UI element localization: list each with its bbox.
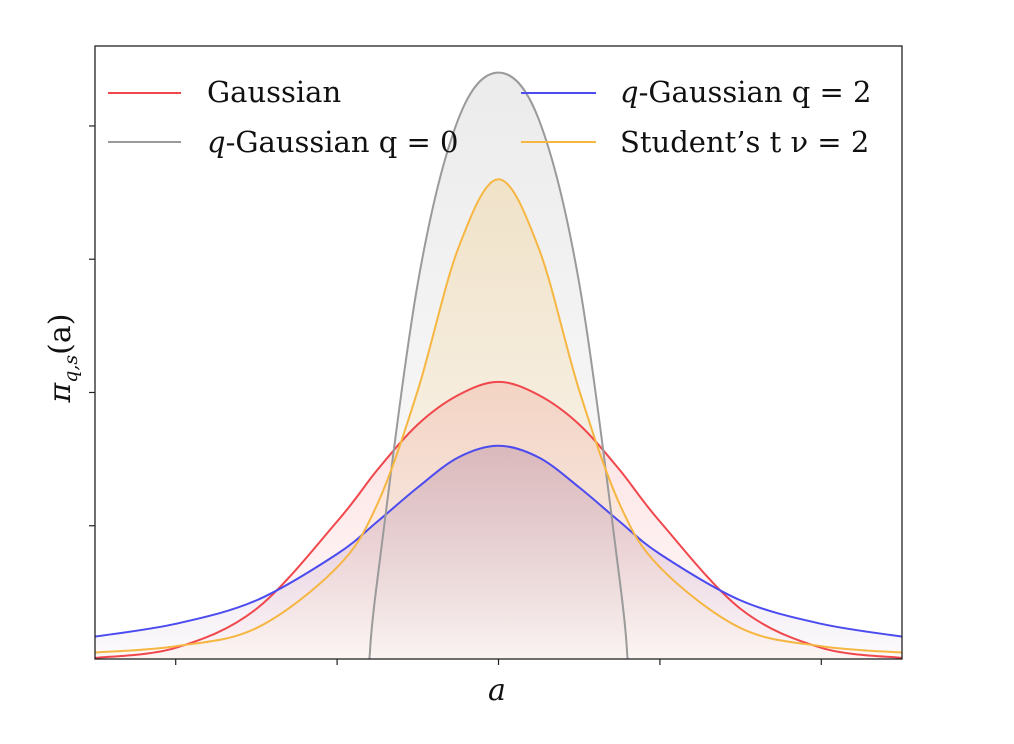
series-lines [95,71,902,659]
legend: Gaussian q-Gaussian q = 0 q-Gaussian q =… [108,75,871,159]
legend-q0-prefix: q [207,125,226,159]
legend-q2-prefix: q [620,75,639,109]
y-ticks [89,125,95,527]
legend-label-q0: q-Gaussian q = 0 [207,125,458,159]
y-axis-label: πq,s(a) [43,314,82,404]
x-axis-label: a [488,673,506,708]
y-axis-symbol: π [43,381,78,403]
legend-q0-param: q = 0 [379,125,459,159]
legend-q2-text: -Gaussian [639,75,792,109]
legend-student-text: Student’s t [620,125,790,159]
legend-q0-text: -Gaussian [226,125,379,159]
legend-label-gaussian: Gaussian [207,75,341,109]
series-fills [95,72,902,659]
line-gaussian [95,380,902,659]
area-student-s-t-2 [95,179,902,659]
y-axis-subscript: q,s [60,355,82,383]
legend-label-q2: q-Gaussian q = 2 [620,75,871,109]
y-axis-argument: (a) [43,314,78,355]
line-q-gaussian-q-2 [95,444,902,638]
line-student-s-t-2 [95,178,902,654]
legend-label-student: Student’s t ν = 2 [620,125,869,159]
x-ticks [175,659,822,665]
legend-q2-param: q = 2 [792,75,872,109]
legend-student-param: ν = 2 [790,125,869,159]
